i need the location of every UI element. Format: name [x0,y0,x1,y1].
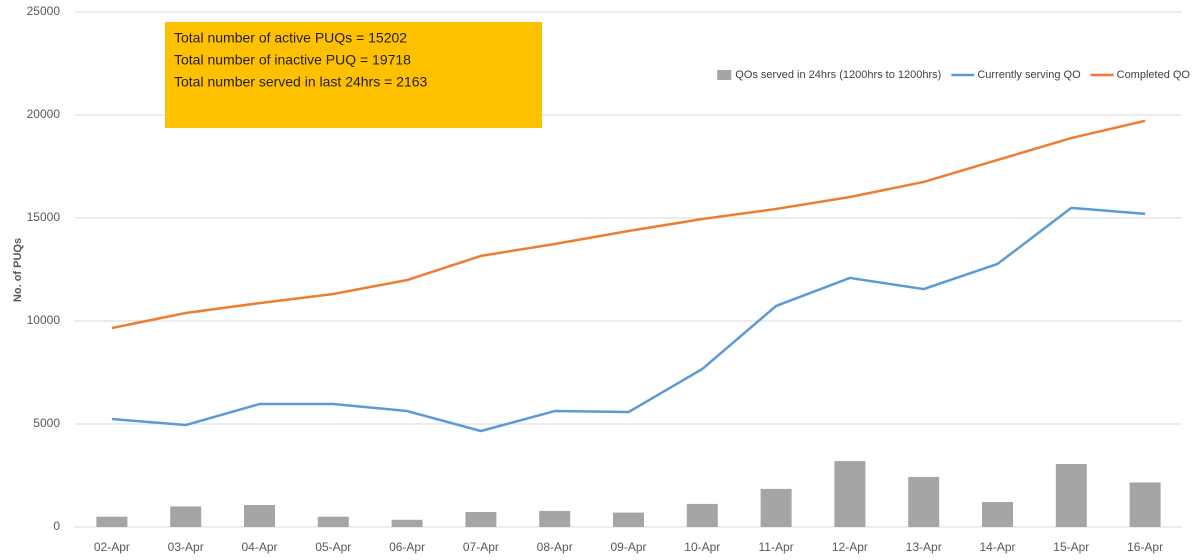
bar [1129,482,1161,527]
y-tick-label: 20000 [27,107,61,121]
y-axis-label: No. of PUQs [12,238,24,302]
x-tick-label: 07-Apr [463,540,499,554]
annotation-text: Total number of inactive PUQ = 19718 [174,52,411,68]
y-tick-label: 0 [53,519,60,533]
x-tick-label: 09-Apr [610,540,646,554]
x-tick-label: 10-Apr [684,540,720,554]
bar [613,512,644,527]
bar [686,503,718,527]
bar [982,502,1013,527]
legend-swatch [717,70,732,80]
x-tick-label: 11-Apr [759,540,794,554]
x-tick-label: 02-Apr [94,540,130,554]
x-tick-label: 13-Apr [906,540,942,554]
y-tick-label: 5000 [33,416,60,430]
bar [1055,463,1087,527]
line [111,206,1146,433]
x-tick-label: 08-Apr [537,540,573,554]
legend-label: QOs served in 24hrs (1200hrs to 1200hrs) [735,69,941,81]
bar [244,504,275,527]
legend-label: Currently serving QO [977,69,1081,81]
annotation-text: Total number of active PUQs = 15202 [174,30,407,46]
x-tick-label: 06-Apr [389,540,425,554]
y-tick-label: 10000 [27,313,61,327]
x-tick-label: 14-Apr [979,540,1015,554]
bar [391,519,423,527]
y-tick-label: 25000 [27,4,61,18]
annotation-box [165,22,542,128]
bar [539,510,571,527]
bar [170,506,202,527]
line [111,119,1146,330]
bar [317,516,349,527]
bar [96,516,128,527]
bar [908,476,940,527]
x-tick-label: 12-Apr [832,540,868,554]
x-tick-label: 04-Apr [241,540,277,554]
x-tick-label: 16-Apr [1127,540,1163,554]
bar [465,511,497,527]
y-tick-label: 15000 [27,210,61,224]
bar [760,488,792,527]
x-tick-label: 15-Apr [1053,540,1089,554]
legend-label: Completed QO [1117,69,1191,81]
bar [834,461,866,527]
x-tick-label: 03-Apr [168,540,204,554]
x-tick-label: 05-Apr [315,540,351,554]
annotation-text: Total number served in last 24hrs = 2163 [174,74,428,90]
